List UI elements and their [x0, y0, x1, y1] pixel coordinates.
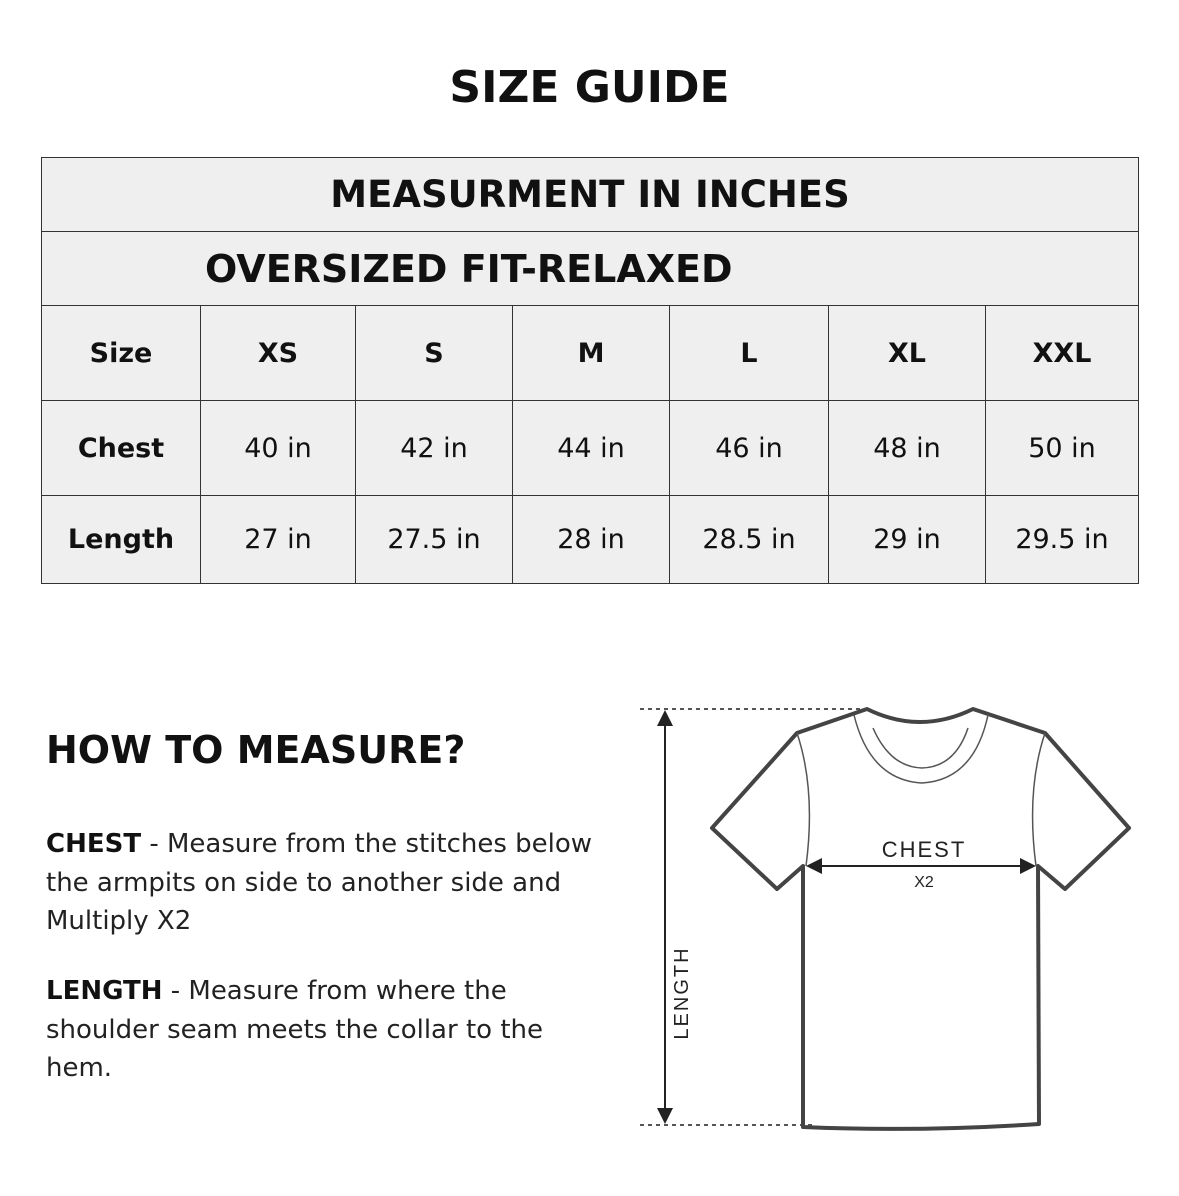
table-heading: MEASURMENT IN INCHES: [41, 157, 1139, 232]
page-title: SIZE GUIDE: [449, 62, 730, 113]
column-header: Size: [41, 305, 201, 401]
table-cell: 44 in: [512, 400, 670, 496]
how-to-heading: HOW TO MEASURE?: [46, 728, 466, 772]
table-cell: 28.5 in: [669, 495, 829, 584]
table-cell: 48 in: [828, 400, 986, 496]
table-cell: 40 in: [200, 400, 356, 496]
column-header: XXL: [985, 305, 1139, 401]
table-header-row: Size XS S M L XL XXL: [41, 305, 1139, 401]
length-term: LENGTH: [46, 976, 163, 1006]
length-label: LENGTH: [671, 946, 693, 1039]
size-table: MEASURMENT IN INCHES OVERSIZED FIT-RELAX…: [41, 157, 1139, 584]
table-cell: 28 in: [512, 495, 670, 584]
table-subheading: OVERSIZED FIT-RELAXED: [41, 231, 1139, 306]
dashed-guide-lines: [640, 708, 866, 1126]
chest-term: CHEST: [46, 829, 142, 859]
tshirt-outline: [710, 707, 1131, 1131]
chest-instruction: CHEST - Measure from the stitches below …: [46, 825, 606, 941]
table-cell: 42 in: [355, 400, 513, 496]
chest-text: - Measure from the stitches below the ar…: [46, 829, 593, 936]
column-header: S: [355, 305, 513, 401]
table-cell: 50 in: [985, 400, 1139, 496]
column-header: M: [512, 305, 670, 401]
tshirt-seams: [796, 714, 1046, 867]
table-cell: 27.5 in: [355, 495, 513, 584]
table-cell: 29 in: [828, 495, 986, 584]
chest-label: CHEST: [882, 837, 967, 862]
table-cell: 27 in: [200, 495, 356, 584]
chest-multiplier: X2: [914, 874, 934, 891]
table-cell: 29.5 in: [985, 495, 1139, 584]
table-cell: 46 in: [669, 400, 829, 496]
length-instruction: LENGTH - Measure from where the shoulder…: [46, 972, 606, 1088]
row-label: Length: [41, 495, 201, 584]
table-row: Chest 40 in 42 in 44 in 46 in 48 in 50 i…: [41, 400, 1139, 496]
column-header: XL: [828, 305, 986, 401]
length-text: - Measure from where the shoulder seam m…: [46, 976, 543, 1083]
table-row: Length 27 in 27.5 in 28 in 28.5 in 29 in…: [41, 495, 1139, 584]
